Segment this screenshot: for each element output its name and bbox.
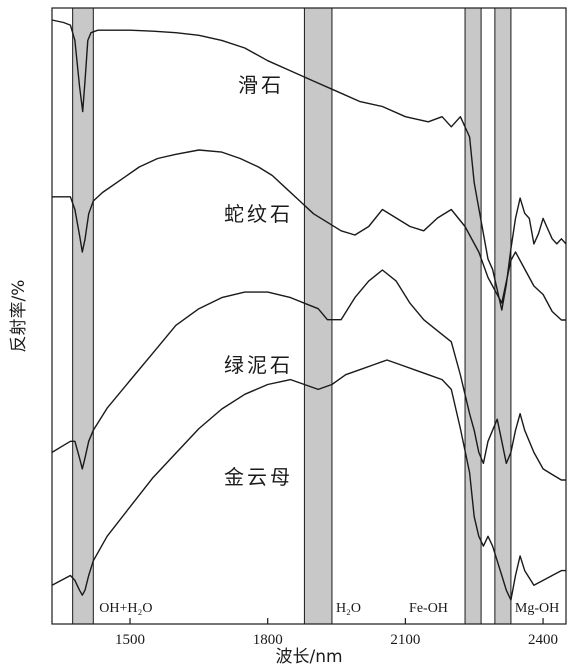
spectrum-line-4 [51, 359, 566, 601]
band-label-1: OH+H₂O [99, 601, 152, 616]
x-tick-label-1: 1500 [115, 632, 145, 648]
band-label-4: Mg-OH [515, 601, 559, 616]
absorption-band-3 [464, 7, 482, 625]
series-label-2: 蛇纹石 [224, 202, 293, 226]
spectrum-line-3 [51, 269, 566, 481]
plot-frame [51, 7, 567, 625]
absorption-bands [72, 7, 512, 625]
absorption-band-2 [303, 7, 333, 625]
x-axis-ticks: 1500 1800 2100 2400 [115, 618, 558, 648]
spectrum-line-2 [52, 149, 566, 321]
series-label-1: 滑石 [238, 73, 284, 97]
band-labels: OH+H₂O H₂O Fe-OH Mg-OH [99, 601, 559, 616]
series-label-3: 绿泥石 [224, 353, 293, 377]
spectra-lines [51, 19, 567, 601]
spectrum-line-1 [51, 19, 567, 311]
band-label-3: Fe-OH [409, 601, 448, 616]
x-tick-label-4: 2400 [528, 632, 558, 648]
x-axis-label: 波长/nm [275, 647, 342, 667]
y-axis-label: 反射率/% [9, 280, 29, 353]
band-label-2: H₂O [336, 601, 361, 616]
x-tick-label-2: 1800 [253, 632, 283, 648]
series-label-4: 金云母 [224, 465, 293, 489]
x-tick-label-3: 2100 [390, 632, 420, 648]
absorption-band-4 [494, 7, 512, 625]
